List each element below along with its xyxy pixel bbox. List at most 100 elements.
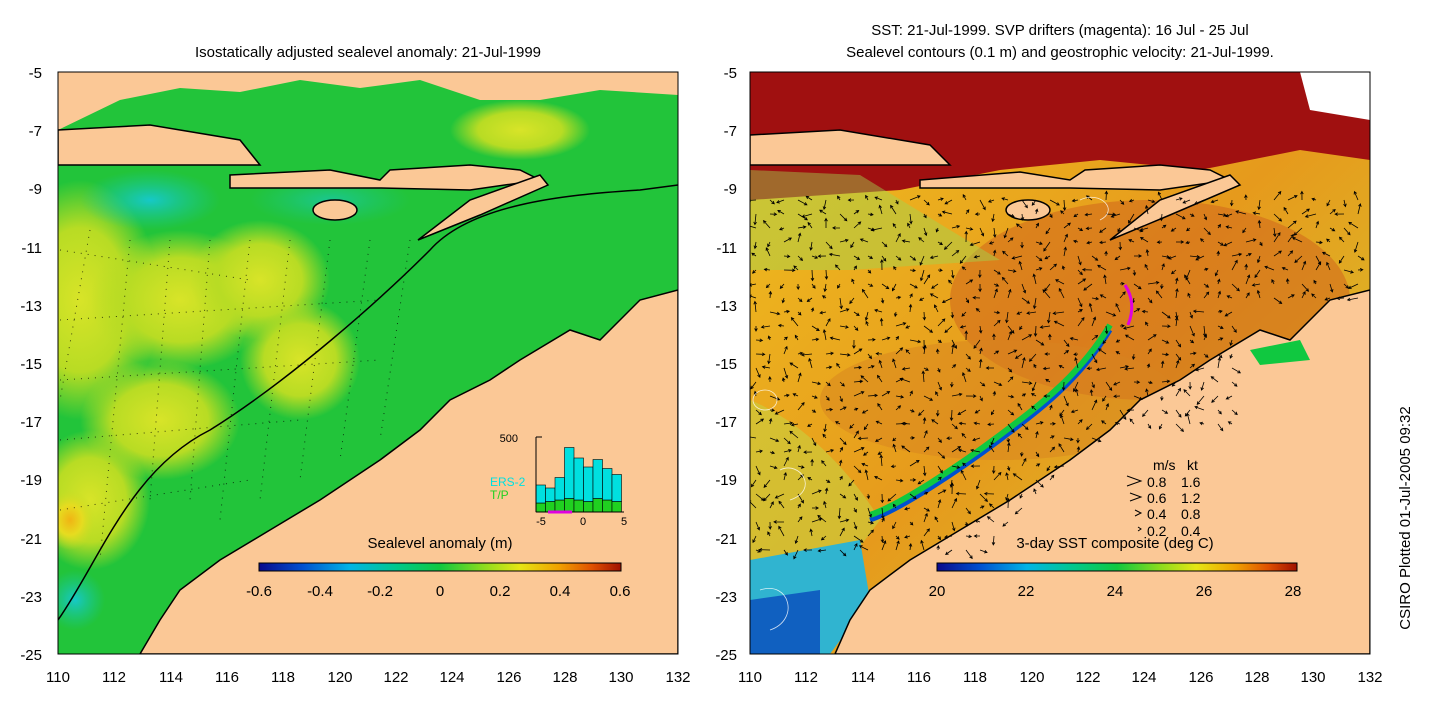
x-tick: 112 xyxy=(102,669,126,686)
velocity-legend-ms: 0.8 xyxy=(1147,474,1167,490)
histogram-x-tick: -5 xyxy=(536,516,546,528)
sst-map-title-line1: SST: 21-Jul-1999. SVP drifters (magenta)… xyxy=(871,22,1248,39)
x-tick: 124 xyxy=(1131,669,1156,686)
x-tick: 132 xyxy=(665,669,690,686)
x-tick: 110 xyxy=(738,669,762,686)
histogram-x-tick: 0 xyxy=(580,516,586,528)
histogram-bar-ers2 xyxy=(583,466,594,502)
colorbar-tick: -0.6 xyxy=(246,583,272,600)
histogram-bar-tp xyxy=(602,499,613,513)
y-tick: -7 xyxy=(724,123,737,140)
colorbar-tick: 20 xyxy=(929,583,946,600)
x-tick: 126 xyxy=(496,669,521,686)
y-tick: -19 xyxy=(20,472,42,489)
velocity-legend-ms: 0.2 xyxy=(1147,523,1167,539)
colorbar-tick: -0.4 xyxy=(307,583,333,600)
histogram-x-tick: 5 xyxy=(621,516,627,528)
x-tick: 128 xyxy=(552,669,577,686)
y-tick: -11 xyxy=(21,240,42,257)
x-tick: 132 xyxy=(1357,669,1382,686)
colorbar-tick: 0 xyxy=(436,583,444,600)
histogram-bar-tp xyxy=(583,501,594,513)
velocity-legend-ms: 0.4 xyxy=(1147,506,1167,522)
x-tick: 124 xyxy=(439,669,464,686)
x-tick: 118 xyxy=(963,669,987,686)
y-tick: -19 xyxy=(715,472,737,489)
histogram-bar-ers2 xyxy=(573,457,584,501)
histogram-bar-ers2 xyxy=(535,484,546,504)
histogram-bar-tp xyxy=(611,501,622,513)
y-tick: -17 xyxy=(20,414,42,431)
legend-tp-label: T/P xyxy=(490,488,509,502)
histogram-bar-tp xyxy=(592,498,603,513)
sst-map-frame xyxy=(749,71,1371,655)
x-tick: 110 xyxy=(46,669,70,686)
histogram-bar-tp xyxy=(545,501,556,513)
velocity-legend-header-kt: kt xyxy=(1187,457,1198,473)
x-tick: 120 xyxy=(1019,669,1044,686)
x-tick: 114 xyxy=(851,669,875,686)
sealevel-map-frame xyxy=(57,71,679,655)
y-tick: -5 xyxy=(29,65,42,82)
sst-map-area: m/s kt 0.8 1.6 0.6 1.2 0.4 0.8 0.2 0.4 3… xyxy=(750,72,1370,654)
colorbar-tick: 0.2 xyxy=(490,583,511,600)
velocity-legend-kt: 1.2 xyxy=(1181,490,1201,506)
sst-colorbar-label: 3-day SST composite (deg C) xyxy=(1016,535,1213,552)
histogram-bar-ers2 xyxy=(554,477,565,501)
x-tick: 116 xyxy=(215,669,239,686)
sealevel-map-title: Isostatically adjusted sealevel anomaly:… xyxy=(195,44,541,61)
histogram-bar-ers2 xyxy=(564,447,575,499)
x-tick: 122 xyxy=(383,669,408,686)
sealevel-colorbar-label: Sealevel anomaly (m) xyxy=(367,535,512,552)
data-count-histogram: 500 -5 0 5 ERS-2 T/P xyxy=(490,433,627,528)
y-tick: -21 xyxy=(715,531,737,548)
geostrophic-velocity-vectors xyxy=(750,190,1365,560)
velocity-legend-header-ms: m/s xyxy=(1153,457,1176,473)
sst-colorbar: 3-day SST composite (deg C) 20 22 24 26 … xyxy=(929,535,1302,600)
colorbar-tick: 22 xyxy=(1018,583,1035,600)
velocity-legend-kt: 0.4 xyxy=(1181,523,1201,539)
y-tick: -7 xyxy=(29,123,42,140)
histogram-bar-ers2 xyxy=(611,474,622,502)
y-tick: -5 xyxy=(724,65,737,82)
colorbar-tick: 28 xyxy=(1285,583,1302,600)
colorbar-tick: 24 xyxy=(1107,583,1124,600)
histogram-bar-tp xyxy=(564,498,575,513)
colorbar-tick: -0.2 xyxy=(367,583,393,600)
sealevel-map-area: 500 -5 0 5 ERS-2 T/P Sealevel anomaly (m… xyxy=(58,72,678,654)
sst-map-panel: SST: 21-Jul-1999. SVP drifters (magenta)… xyxy=(715,22,1382,686)
histogram-bar-ers2 xyxy=(545,487,556,502)
histogram-bar-tp xyxy=(554,499,565,513)
y-tick: -13 xyxy=(20,298,42,315)
x-tick: 118 xyxy=(271,669,295,686)
sealevel-x-axis: 110 112 114 116 118 120 122 124 126 128 … xyxy=(46,669,690,686)
velocity-legend-kt: 1.6 xyxy=(1181,474,1201,490)
sst-x-axis: 110 112 114 116 118 120 122 124 126 128 … xyxy=(738,669,1382,686)
x-tick: 116 xyxy=(907,669,931,686)
colorbar-tick: 26 xyxy=(1196,583,1213,600)
y-tick: -23 xyxy=(715,589,737,606)
y-tick: -13 xyxy=(715,298,737,315)
x-tick: 130 xyxy=(608,669,633,686)
x-tick: 122 xyxy=(1075,669,1100,686)
velocity-scale-legend: m/s kt 0.8 1.6 0.6 1.2 0.4 0.8 0.2 0.4 xyxy=(1126,457,1201,539)
colorbar-tick: 0.4 xyxy=(550,583,571,600)
y-tick: -23 xyxy=(20,589,42,606)
sealevel-y-axis: -5 -7 -9 -11 -13 -15 -17 -19 -21 -23 -25 xyxy=(20,65,42,664)
plot-credit: CSIRO Plotted 01-Jul-2005 09:32 xyxy=(1397,406,1414,629)
histogram-bar-tp xyxy=(535,502,546,513)
sst-map-title-line2: Sealevel contours (0.1 m) and geostrophi… xyxy=(846,44,1274,61)
sealevel-colorbar: Sealevel anomaly (m) -0.6 -0.4 -0.2 0 0.… xyxy=(246,535,630,600)
colorbar-tick: 0.6 xyxy=(610,583,631,600)
y-tick: -15 xyxy=(715,356,737,373)
sst-y-axis: -5 -7 -9 -11 -13 -15 -17 -19 -21 -23 -25 xyxy=(715,65,737,664)
histogram-bar-ers2 xyxy=(602,468,613,501)
x-tick: 114 xyxy=(159,669,183,686)
y-tick: -15 xyxy=(20,356,42,373)
x-tick: 120 xyxy=(327,669,352,686)
y-tick: -25 xyxy=(715,647,737,664)
x-tick: 126 xyxy=(1188,669,1213,686)
sealevel-map-panel: Isostatically adjusted sealevel anomaly:… xyxy=(20,44,690,686)
y-tick: -11 xyxy=(716,240,737,257)
